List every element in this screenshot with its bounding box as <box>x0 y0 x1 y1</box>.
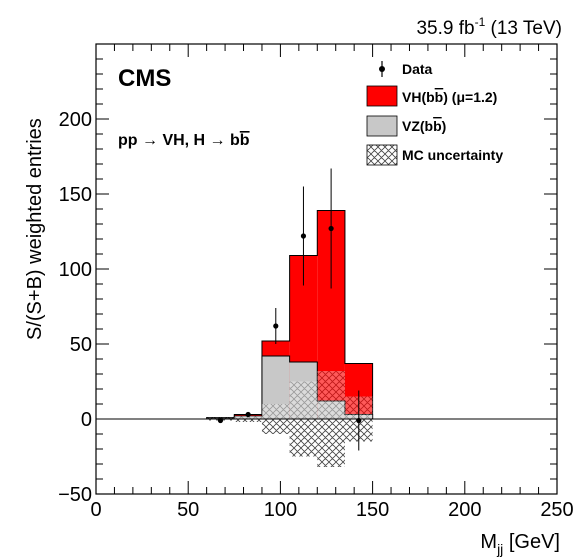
x-tick-label: 100 <box>264 499 297 521</box>
legend-swatch-mc <box>366 144 398 166</box>
x-tick-label: 50 <box>177 499 199 521</box>
legend-label-vz: VZ(bb) <box>402 118 446 134</box>
process-label: pp → VH, H → bb <box>118 132 250 149</box>
data-point <box>300 233 307 239</box>
y-tick-label: 100 <box>59 259 92 281</box>
legend-label-mc: MC uncertainty <box>402 147 503 163</box>
vz-histogram <box>206 355 374 419</box>
y-tick-label: 200 <box>59 109 92 131</box>
mc-uncertainty-overlay <box>317 371 345 419</box>
x-tick-labels: 0 50 100 150 200 250 <box>90 499 573 521</box>
axis-ticks <box>95 43 558 495</box>
legend-item-vh: VH(bb) (μ=1.2) <box>366 85 497 107</box>
legend-item-data: Data <box>379 61 433 77</box>
legend-label-data: Data <box>402 61 433 77</box>
legend-label-vh: VH(bb) (μ=1.2) <box>402 89 497 105</box>
data-point <box>328 225 334 232</box>
y-tick-label: 0 <box>81 409 92 431</box>
legend-item-vz: VZ(bb) <box>366 115 446 137</box>
legend-swatch-vz <box>366 115 398 137</box>
legend-swatch-vh <box>366 85 398 107</box>
legend-item-mc: MC uncertainty <box>366 144 503 166</box>
mc-uncertainty-overlay <box>289 381 318 419</box>
y-tick-labels: −50 0 50 100 150 200 <box>58 109 92 506</box>
mc-uncertainty-overlay <box>234 416 262 419</box>
y-tick-label: 50 <box>70 334 92 356</box>
x-tick-label: 150 <box>356 499 389 521</box>
y-tick-label: 150 <box>59 184 92 206</box>
x-axis-title: Mjj [GeV] <box>480 531 560 557</box>
x-tick-label: 0 <box>90 499 101 521</box>
x-tick-label: 200 <box>448 499 481 521</box>
y-axis-title: S/(S+B) weighted entries <box>24 118 46 340</box>
data-point <box>273 323 279 329</box>
experiment-label: CMS <box>118 65 171 92</box>
data-points <box>217 168 362 451</box>
data-point <box>356 417 362 424</box>
legend: Data VH(bb) (μ=1.2) VZ(bb) MC uncertaint… <box>366 61 503 166</box>
data-point <box>217 417 224 424</box>
luminosity-label: 35.9 fb-1 (13 TeV) <box>416 15 562 39</box>
y-tick-label: −50 <box>58 484 92 506</box>
data-point <box>245 411 251 418</box>
mc-uncertainty-overlay <box>261 404 290 419</box>
x-tick-label: 250 <box>540 499 573 521</box>
